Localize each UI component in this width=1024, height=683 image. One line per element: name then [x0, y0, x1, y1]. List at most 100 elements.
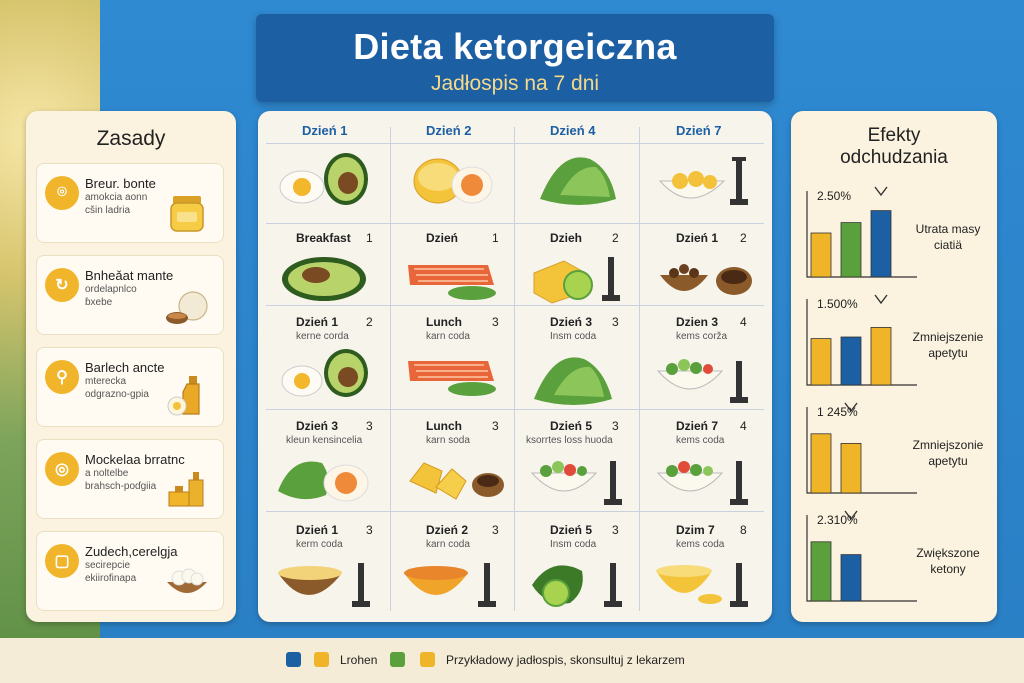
effect-bar — [840, 442, 862, 494]
effect-percent: 2.50% — [817, 189, 852, 203]
rule-line: ekiirofinapa — [85, 573, 137, 584]
meal-title: Dzień 3 — [296, 419, 339, 433]
footer-legend: Lrohen Przykładowy jadłospis, skonsultuj… — [0, 638, 1024, 683]
rule-line: cšin ladria — [85, 205, 131, 216]
avocado-icon — [282, 257, 366, 301]
rule-line: Bnheǎat mante — [85, 268, 174, 283]
effect-percent: 1.500% — [817, 297, 858, 311]
meal-title: Lunch — [426, 419, 462, 433]
rule-icon: ▢ — [45, 544, 79, 578]
meal-note: karn coda — [426, 331, 470, 342]
rule-line: a noltelbe — [85, 468, 129, 479]
rule-icon: ↻ — [45, 268, 79, 302]
rule-line: Breur. bonte — [85, 176, 156, 191]
effect-label: Utrata masy ciatiä — [903, 221, 993, 253]
curry-bowl-scale-icon — [404, 563, 496, 607]
meal-note: kerm coda — [296, 539, 343, 550]
effect-bar — [840, 554, 862, 602]
meal-title: Dzień 7 — [676, 419, 719, 433]
meal-grid-inner: Dzień 1 Dzień 2 Dzień 4 Dzień 7 — [266, 119, 764, 615]
meal-note: karn soda — [426, 435, 470, 446]
meal-number: 3 — [612, 523, 619, 537]
effect-bar — [810, 232, 832, 278]
rule-card: ▢ Zudech,cerelgja secirepcie ekiirofinap… — [36, 531, 224, 611]
rule-line: Barlech ancte — [85, 360, 165, 375]
effect-label: Zwiększone ketony — [903, 545, 993, 577]
soup-bowl-scale-icon — [278, 563, 370, 607]
meal-number: 3 — [612, 419, 619, 433]
meal-number: 4 — [740, 419, 747, 433]
egg-bowl-icon — [167, 568, 207, 593]
effect-label-line: ketony — [930, 562, 966, 576]
rules-panel: Zasady ⌾ Breur. bonte amokcia aonn cšin … — [26, 111, 236, 622]
effect-label-line: apetytu — [928, 346, 968, 360]
rule-line: ɓxebe — [85, 297, 113, 308]
effects-bar-charts — [806, 186, 917, 602]
rule-line: amokcia aonn — [85, 192, 148, 203]
soup-bowl-scale-icon — [656, 563, 748, 607]
grid-divider — [266, 511, 764, 512]
grid-divider — [266, 305, 764, 306]
meal-note: karn coda — [426, 539, 470, 550]
effect-label-line: Zmniejszenie — [912, 330, 984, 344]
effect-label-line: Zwiększone — [916, 546, 980, 560]
meal-title: Dzień 1 — [296, 315, 339, 329]
grid-divider — [266, 223, 764, 224]
column-header: Dzień 1 — [302, 123, 348, 138]
butter-lime-icon — [533, 257, 620, 304]
effects-panel: Efekty odchudzania 2.50% Utrata masy ciati… — [791, 111, 997, 622]
meal-number: 4 — [740, 315, 747, 329]
effect-chart-axis — [806, 515, 917, 602]
rule-icon: ⚲ — [45, 360, 79, 394]
grid-divider — [514, 127, 515, 611]
meal-title: Dzim 7 — [676, 523, 715, 537]
rule-line: Mockelaa brratnc — [85, 452, 185, 467]
header-banner: Dieta ketorgeiczna Jadłospis na 7 dni — [256, 14, 774, 102]
meal-number: 3 — [366, 419, 373, 433]
rule-line: brahsch-poɗgiia — [85, 481, 157, 492]
meal-title: Lunch — [426, 315, 462, 329]
salad-bowl-scale-icon — [656, 359, 748, 403]
rule-line: odgrazno-gpia — [85, 389, 149, 400]
meal-title: Dzien 3 — [676, 315, 719, 329]
check-icon — [844, 402, 858, 413]
meal-plan-grid: Dzień 1 Dzień 2 Dzień 4 Dzień 7 — [258, 111, 772, 622]
grid-divider — [390, 127, 391, 611]
meal-note: Insm coda — [550, 331, 597, 342]
legend-swatch — [314, 652, 329, 667]
column-header: Dzień 4 — [550, 123, 596, 138]
rules-title: Zasady — [96, 127, 166, 150]
meal-note: kems coda — [676, 435, 725, 446]
meal-note: Insm coda — [550, 539, 597, 550]
salmon-icon — [408, 361, 496, 396]
effect-bar — [810, 338, 832, 386]
meal-note: ksorrtes loss huoda — [526, 435, 613, 446]
meal-number: 2 — [740, 231, 747, 245]
meal-number: 3 — [492, 523, 499, 537]
page-subtitle: Jadłospis na 7 dni — [430, 72, 600, 95]
legend-swatch — [390, 652, 405, 667]
effect-chart-axis — [806, 407, 917, 494]
effects-title-line: Efekty — [867, 125, 921, 146]
legend-swatch — [286, 652, 301, 667]
effect-bar — [840, 222, 862, 278]
meal-title: Dzień 1 — [676, 231, 719, 245]
meal-number: 2 — [366, 315, 373, 329]
effect-bar — [840, 336, 862, 386]
meal-note: kerne corda — [296, 331, 349, 342]
honey-jar-icon — [170, 196, 204, 232]
egg-bowl-scale-icon — [658, 157, 748, 205]
check-icon — [874, 186, 888, 197]
meal-title: Dzień 5 — [550, 419, 593, 433]
meal-title: Dzieh — [550, 231, 583, 245]
meal-note: kems corža — [676, 331, 728, 342]
rule-card: ↻ Bnheǎat mante ordelapnlco ɓxebe — [36, 255, 224, 335]
effect-percent: 2.310% — [817, 513, 858, 527]
meal-number: 1 — [366, 231, 373, 245]
meal-title: Dzień 5 — [550, 523, 593, 537]
grid-divider — [266, 409, 764, 410]
meal-title: Dzień 2 — [426, 523, 469, 537]
effect-label-line: Zmniejszonie — [912, 438, 984, 452]
meal-title: Dzień 3 — [550, 315, 593, 329]
lime-spinach-scale-icon — [532, 563, 622, 607]
